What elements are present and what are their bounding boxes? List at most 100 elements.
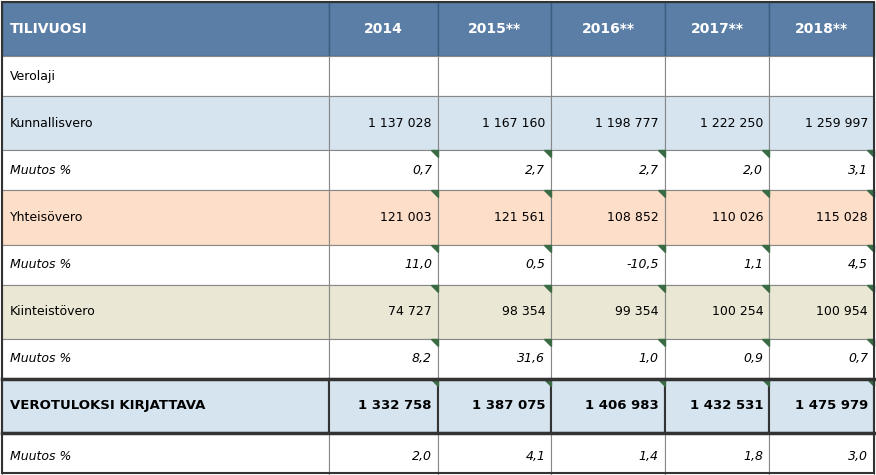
Text: Kunnallisvero: Kunnallisvero: [10, 117, 94, 130]
Polygon shape: [431, 190, 438, 198]
Polygon shape: [762, 151, 769, 157]
Text: 1,8: 1,8: [744, 450, 763, 463]
Text: 1,4: 1,4: [639, 450, 659, 463]
Polygon shape: [658, 245, 665, 252]
Bar: [329, 151, 438, 190]
Bar: [551, 56, 665, 96]
Polygon shape: [658, 190, 665, 198]
Bar: [769, 96, 874, 151]
Polygon shape: [762, 339, 769, 346]
Polygon shape: [658, 285, 665, 292]
Bar: [438, 339, 551, 379]
Text: 4,1: 4,1: [526, 450, 546, 463]
Bar: [769, 2, 874, 56]
Text: 2016**: 2016**: [582, 22, 634, 36]
Bar: [769, 190, 874, 245]
Bar: [2, 96, 329, 151]
Text: 74 727: 74 727: [388, 305, 432, 318]
Polygon shape: [867, 379, 874, 386]
Bar: [551, 285, 665, 339]
Text: 2,0: 2,0: [744, 164, 763, 177]
Bar: [2, 151, 329, 190]
Text: 1 198 777: 1 198 777: [595, 117, 659, 130]
Polygon shape: [431, 151, 438, 157]
Polygon shape: [762, 190, 769, 198]
Text: 108 852: 108 852: [607, 211, 659, 224]
Bar: [665, 2, 769, 56]
Polygon shape: [544, 379, 551, 386]
Bar: [665, 433, 769, 475]
Text: TILIVUOSI: TILIVUOSI: [10, 22, 88, 36]
Text: 2,7: 2,7: [526, 164, 546, 177]
Bar: [2, 285, 329, 339]
Bar: [551, 96, 665, 151]
Text: VEROTULOKSI KIRJATTAVA: VEROTULOKSI KIRJATTAVA: [10, 399, 205, 412]
Bar: [769, 379, 874, 433]
Text: 4,5: 4,5: [848, 258, 868, 271]
Text: 1 475 979: 1 475 979: [795, 399, 868, 412]
Text: 1 137 028: 1 137 028: [369, 117, 432, 130]
Text: 0,7: 0,7: [848, 352, 868, 365]
Polygon shape: [431, 285, 438, 292]
Bar: [438, 285, 551, 339]
Text: 99 354: 99 354: [615, 305, 659, 318]
Bar: [665, 339, 769, 379]
Text: 1 222 250: 1 222 250: [700, 117, 763, 130]
Bar: [329, 433, 438, 475]
Text: Verolaji: Verolaji: [10, 70, 56, 83]
Text: Muutos %: Muutos %: [10, 164, 71, 177]
Bar: [438, 96, 551, 151]
Bar: [2, 433, 329, 475]
Bar: [329, 285, 438, 339]
Bar: [551, 245, 665, 285]
Text: 2,0: 2,0: [412, 450, 432, 463]
Polygon shape: [544, 151, 551, 157]
Text: 11,0: 11,0: [404, 258, 432, 271]
Bar: [665, 379, 769, 433]
Text: 3,1: 3,1: [848, 164, 868, 177]
Polygon shape: [544, 245, 551, 252]
Text: 31,6: 31,6: [518, 352, 546, 365]
Text: 1 332 758: 1 332 758: [358, 399, 432, 412]
Polygon shape: [431, 339, 438, 346]
Bar: [438, 190, 551, 245]
Bar: [551, 2, 665, 56]
Polygon shape: [544, 285, 551, 292]
Polygon shape: [762, 379, 769, 386]
Text: -10,5: -10,5: [626, 258, 659, 271]
Bar: [438, 433, 551, 475]
Bar: [551, 151, 665, 190]
Bar: [665, 285, 769, 339]
Text: 0,7: 0,7: [412, 164, 432, 177]
Bar: [329, 96, 438, 151]
Polygon shape: [658, 379, 665, 386]
Polygon shape: [762, 245, 769, 252]
Bar: [329, 2, 438, 56]
Bar: [665, 245, 769, 285]
Text: 2,7: 2,7: [639, 164, 659, 177]
Polygon shape: [431, 379, 438, 386]
Text: 0,9: 0,9: [744, 352, 763, 365]
Polygon shape: [544, 339, 551, 346]
Text: Muutos %: Muutos %: [10, 450, 71, 463]
Text: 3,0: 3,0: [848, 450, 868, 463]
Bar: [2, 339, 329, 379]
Text: Muutos %: Muutos %: [10, 352, 71, 365]
Bar: [438, 379, 551, 433]
Text: 110 026: 110 026: [712, 211, 763, 224]
Bar: [329, 379, 438, 433]
Text: 8,2: 8,2: [412, 352, 432, 365]
Text: 1,1: 1,1: [744, 258, 763, 271]
Text: 1 387 075: 1 387 075: [472, 399, 546, 412]
Bar: [329, 56, 438, 96]
Bar: [551, 433, 665, 475]
Bar: [769, 339, 874, 379]
Bar: [665, 96, 769, 151]
Text: 98 354: 98 354: [502, 305, 546, 318]
Bar: [329, 339, 438, 379]
Polygon shape: [867, 190, 874, 198]
Text: 100 254: 100 254: [711, 305, 763, 318]
Bar: [2, 190, 329, 245]
Polygon shape: [867, 285, 874, 292]
Bar: [769, 151, 874, 190]
